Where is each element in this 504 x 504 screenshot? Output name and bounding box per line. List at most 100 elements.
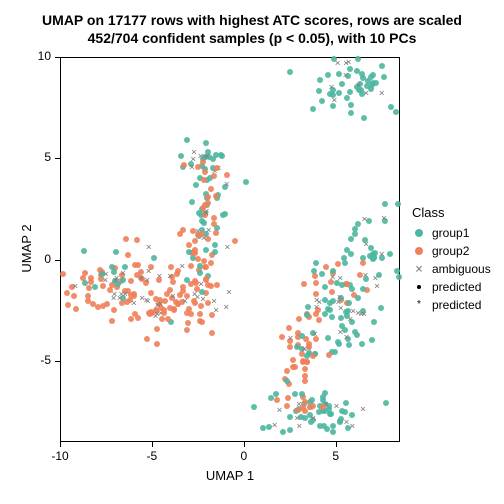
scatter-point xyxy=(128,278,134,284)
scatter-point xyxy=(214,282,220,288)
scatter-point xyxy=(208,283,214,289)
scatter-point xyxy=(312,351,318,357)
scatter-point: × xyxy=(294,422,304,432)
scatter-point xyxy=(88,275,94,281)
scatter-point xyxy=(292,391,298,397)
scatter-point: × xyxy=(196,280,206,290)
scatter-point xyxy=(339,81,345,87)
scatter-point xyxy=(201,220,207,226)
scatter-point xyxy=(329,349,335,355)
legend-swatch-icon: * xyxy=(412,298,426,312)
scatter-point xyxy=(322,401,328,407)
scatter-point xyxy=(310,330,316,336)
scatter-point xyxy=(304,353,310,359)
scatter-point xyxy=(369,82,375,88)
legend-item: *predicted xyxy=(412,296,491,314)
scatter-point xyxy=(349,412,355,418)
scatter-point xyxy=(138,275,144,281)
scatter-point xyxy=(287,69,293,75)
x-tick-mark xyxy=(336,442,337,447)
scatter-point xyxy=(371,319,377,325)
scatter-point xyxy=(122,288,128,294)
scatter-point xyxy=(330,103,336,109)
scatter-point xyxy=(360,255,366,261)
scatter-point xyxy=(357,272,363,278)
scatter-point xyxy=(219,153,225,159)
scatter-point xyxy=(192,278,198,284)
scatter-point xyxy=(192,238,198,244)
scatter-point xyxy=(302,399,308,405)
scatter-point xyxy=(352,329,358,335)
scatter-point xyxy=(98,276,104,282)
scatter-point xyxy=(347,66,353,72)
scatter-point xyxy=(197,270,203,276)
scatter-point xyxy=(177,231,183,237)
scatter-point xyxy=(369,337,375,343)
scatter-point xyxy=(365,78,371,84)
scatter-point xyxy=(192,250,198,256)
scatter-point xyxy=(360,260,366,266)
scatter-point xyxy=(214,225,220,231)
scatter-point xyxy=(330,268,336,274)
scatter-point xyxy=(173,299,179,305)
scatter-point xyxy=(202,202,208,208)
scatter-point xyxy=(290,364,296,370)
scatter-point xyxy=(100,303,106,309)
scatter-point xyxy=(202,154,208,160)
scatter-point xyxy=(327,91,333,97)
scatter-point xyxy=(296,316,302,322)
scatter-point xyxy=(69,284,75,290)
scatter-point xyxy=(111,307,117,313)
x-axis-label: UMAP 1 xyxy=(60,468,400,483)
y-tick-label: 5 xyxy=(17,150,51,164)
scatter-point xyxy=(168,319,174,325)
scatter-point: × xyxy=(372,282,382,292)
plot-area: ××××××××××××××××××××××××××××××××××××××××… xyxy=(60,57,400,442)
scatter-point xyxy=(197,311,203,317)
scatter-point: × xyxy=(199,153,209,163)
scatter-point xyxy=(303,336,309,342)
scatter-point: × xyxy=(110,290,120,300)
scatter-point xyxy=(184,277,190,283)
scatter-point xyxy=(354,84,360,90)
scatter-point xyxy=(206,154,212,160)
scatter-point xyxy=(165,316,171,322)
scatter-point xyxy=(214,195,220,201)
title-line2: 452/704 confident samples (p < 0.05), wi… xyxy=(88,30,417,46)
scatter-point xyxy=(370,256,376,262)
scatter-point xyxy=(370,72,376,78)
scatter-point xyxy=(178,153,184,159)
scatter-point xyxy=(205,273,211,279)
scatter-point xyxy=(120,277,126,283)
scatter-point xyxy=(180,284,186,290)
scatter-point xyxy=(224,172,230,178)
scatter-point xyxy=(161,310,167,316)
scatter-point xyxy=(348,102,354,108)
scatter-point xyxy=(330,423,336,429)
scatter-point xyxy=(138,269,144,275)
y-tick-label: 10 xyxy=(17,49,51,63)
scatter-point xyxy=(168,264,174,270)
scatter-point: × xyxy=(222,243,232,253)
scatter-point xyxy=(88,279,94,285)
scatter-point xyxy=(109,282,115,288)
scatter-point xyxy=(329,314,335,320)
scatter-point xyxy=(325,335,331,341)
scatter-point xyxy=(123,236,129,242)
legend: Class group1group2×ambiguouspredicted*pr… xyxy=(412,205,491,314)
scatter-point xyxy=(169,295,175,301)
scatter-point xyxy=(360,308,366,314)
scatter-point xyxy=(326,352,332,358)
scatter-point xyxy=(342,409,348,415)
scatter-point xyxy=(337,418,343,424)
scatter-point: × xyxy=(152,310,162,320)
scatter-point: × xyxy=(142,276,152,286)
scatter-point xyxy=(344,313,350,319)
scatter-point xyxy=(299,351,305,357)
scatter-point xyxy=(189,199,195,205)
scatter-point xyxy=(203,277,209,283)
scatter-point xyxy=(310,403,316,409)
scatter-point xyxy=(218,152,224,158)
x-tick-label: 5 xyxy=(316,449,356,463)
scatter-point xyxy=(336,90,342,96)
